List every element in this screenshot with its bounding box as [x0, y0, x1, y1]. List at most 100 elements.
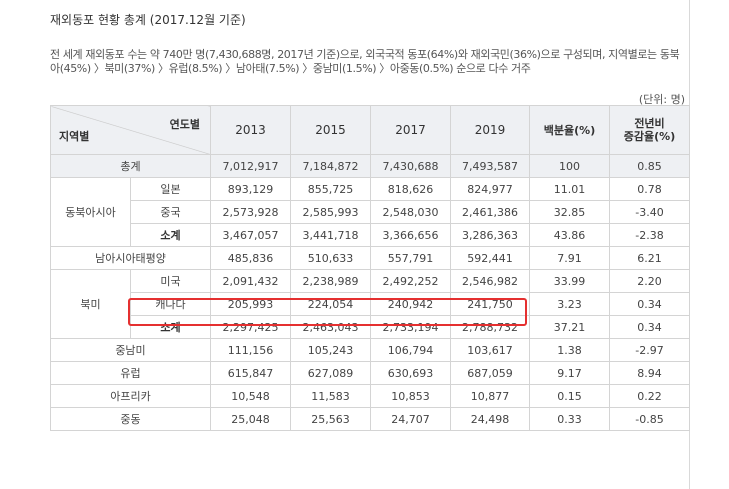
cell-value: -2.97 [609, 338, 690, 362]
cell-value: 10,877 [450, 384, 530, 408]
cell-value: 7.91 [529, 246, 610, 270]
cell-value: 627,089 [290, 361, 371, 385]
cell-value: 111,156 [210, 338, 291, 362]
cell-value: 240,942 [370, 292, 451, 316]
cell-value: 24,707 [370, 407, 451, 431]
row-label-usa: 미국 [130, 269, 211, 293]
table-row-usa: 북미 미국 2,091,432 2,238,989 2,492,252 2,54… [50, 269, 690, 339]
cell-value: 7,012,917 [210, 154, 291, 178]
cell-value: 824,977 [450, 177, 530, 201]
cell-value: 2,238,989 [290, 269, 371, 293]
cell-value: 33.99 [529, 269, 610, 293]
group-label-north-america: 북미 [50, 269, 131, 339]
header-year-2019: 2019 [450, 105, 530, 155]
cell-value: 1.38 [529, 338, 610, 362]
row-label-total: 총계 [50, 154, 211, 178]
cell-value: 485,836 [210, 246, 291, 270]
header-year-2015: 2015 [290, 105, 371, 155]
row-label-subtotal: 소계 [130, 315, 211, 339]
header-percentage: 백분율(%) [529, 105, 610, 155]
cell-value: 6.21 [609, 246, 690, 270]
table-row-africa: 아프리카 10,548 11,583 10,853 10,877 0.15 0.… [50, 384, 690, 408]
cell-value: 103,617 [450, 338, 530, 362]
cell-value: -0.85 [609, 407, 690, 431]
cell-value: 25,563 [290, 407, 371, 431]
cell-value: 10,853 [370, 384, 451, 408]
cell-value: 2,788,732 [450, 315, 530, 339]
cell-value: 2,461,386 [450, 200, 530, 224]
summary-text: 전 세계 재외동포 수는 약 740만 명(7,430,688명, 2017년 … [50, 48, 680, 75]
cell-value: -2.38 [609, 223, 690, 247]
cell-value: 2,585,993 [290, 200, 371, 224]
row-label-canada: 캐나다 [130, 292, 211, 316]
cell-value: 2,091,432 [210, 269, 291, 293]
table-row-middle-east: 중동 25,048 25,563 24,707 24,498 0.33 -0.8… [50, 407, 690, 431]
cell-value: 106,794 [370, 338, 451, 362]
content-right-border [689, 0, 690, 489]
cell-value: 2.20 [609, 269, 690, 293]
cell-value: 0.78 [609, 177, 690, 201]
cell-value: 24,498 [450, 407, 530, 431]
cropped-text-remnant [85, 483, 255, 489]
row-label-middle-east: 중동 [50, 407, 211, 431]
cell-value: 11,583 [290, 384, 371, 408]
diaspora-stats-table: 연도별 지역별 2013 2015 2017 2019 백분율(%) 전년비 증감… [50, 105, 690, 431]
table-row-china: 중국 2,573,928 2,585,993 2,548,030 2,461,3… [51, 200, 690, 224]
cell-value: 615,847 [210, 361, 291, 385]
cell-value: 2,463,043 [290, 315, 371, 339]
row-label-europe: 유럽 [50, 361, 211, 385]
cell-value: 0.85 [609, 154, 690, 178]
header-region-axis: 지역별 [59, 130, 90, 143]
header-year-2017: 2017 [370, 105, 451, 155]
cell-value: 592,441 [450, 246, 530, 270]
cell-value: 3,286,363 [450, 223, 530, 247]
row-label-subtotal: 소계 [130, 223, 211, 247]
cell-value: 3,441,718 [290, 223, 371, 247]
table-row-north-america-subtotal: 소계 2,297,425 2,463,043 2,733,194 2,788,7… [51, 315, 690, 339]
table-row-total: 총계 7,012,917 7,184,872 7,430,688 7,493,5… [50, 154, 690, 178]
cell-value: 32.85 [529, 200, 610, 224]
table-row-japan: 동북아시아 일본 893,129 855,725 818,626 824,977… [50, 177, 690, 247]
cell-value: 8.94 [609, 361, 690, 385]
cell-value: 893,129 [210, 177, 291, 201]
cell-value: 2,492,252 [370, 269, 451, 293]
cell-value: 10,548 [210, 384, 291, 408]
table-row-northeast-asia-subtotal: 소계 3,467,057 3,441,718 3,366,656 3,286,3… [51, 223, 690, 247]
unit-label: (단위: 명) [638, 93, 685, 106]
cell-value: 2,573,928 [210, 200, 291, 224]
cell-value: -3.40 [609, 200, 690, 224]
cell-value: 224,054 [290, 292, 371, 316]
table-row-canada: 캐나다 205,993 224,054 240,942 241,750 3.23… [51, 292, 690, 316]
table-row-latin-america: 중남미 111,156 105,243 106,794 103,617 1.38… [50, 338, 690, 362]
cell-value: 37.21 [529, 315, 610, 339]
cell-value: 7,184,872 [290, 154, 371, 178]
cell-value: 0.34 [609, 292, 690, 316]
cell-value: 205,993 [210, 292, 291, 316]
header-change-rate: 전년비 증감율(%) [609, 105, 690, 155]
cell-value: 0.22 [609, 384, 690, 408]
row-label-japan: 일본 [130, 177, 211, 201]
header-year-2013: 2013 [210, 105, 291, 155]
page-title: 재외동포 현황 총계 (2017.12월 기준) [50, 13, 246, 27]
cell-value: 7,430,688 [370, 154, 451, 178]
cell-value: 630,693 [370, 361, 451, 385]
table-row-europe: 유럽 615,847 627,089 630,693 687,059 9.17 … [50, 361, 690, 385]
cell-value: 0.33 [529, 407, 610, 431]
cell-value: 3,467,057 [210, 223, 291, 247]
header-year-axis: 연도별 [169, 118, 200, 131]
cell-value: 2,297,425 [210, 315, 291, 339]
cell-value: 25,048 [210, 407, 291, 431]
cell-value: 9.17 [529, 361, 610, 385]
cell-value: 3.23 [529, 292, 610, 316]
cell-value: 7,493,587 [450, 154, 530, 178]
cell-value: 0.34 [609, 315, 690, 339]
table-header-row: 연도별 지역별 2013 2015 2017 2019 백분율(%) 전년비 증감… [50, 105, 690, 155]
header-corner-cell: 연도별 지역별 [50, 105, 211, 155]
table-row-south-asia-pacific: 남아시아태평양 485,836 510,633 557,791 592,441 … [50, 246, 690, 270]
cell-value: 557,791 [370, 246, 451, 270]
row-label-china: 중국 [130, 200, 211, 224]
row-label-latin-america: 중남미 [50, 338, 211, 362]
cell-value: 241,750 [450, 292, 530, 316]
cell-value: 11.01 [529, 177, 610, 201]
cell-value: 100 [529, 154, 610, 178]
